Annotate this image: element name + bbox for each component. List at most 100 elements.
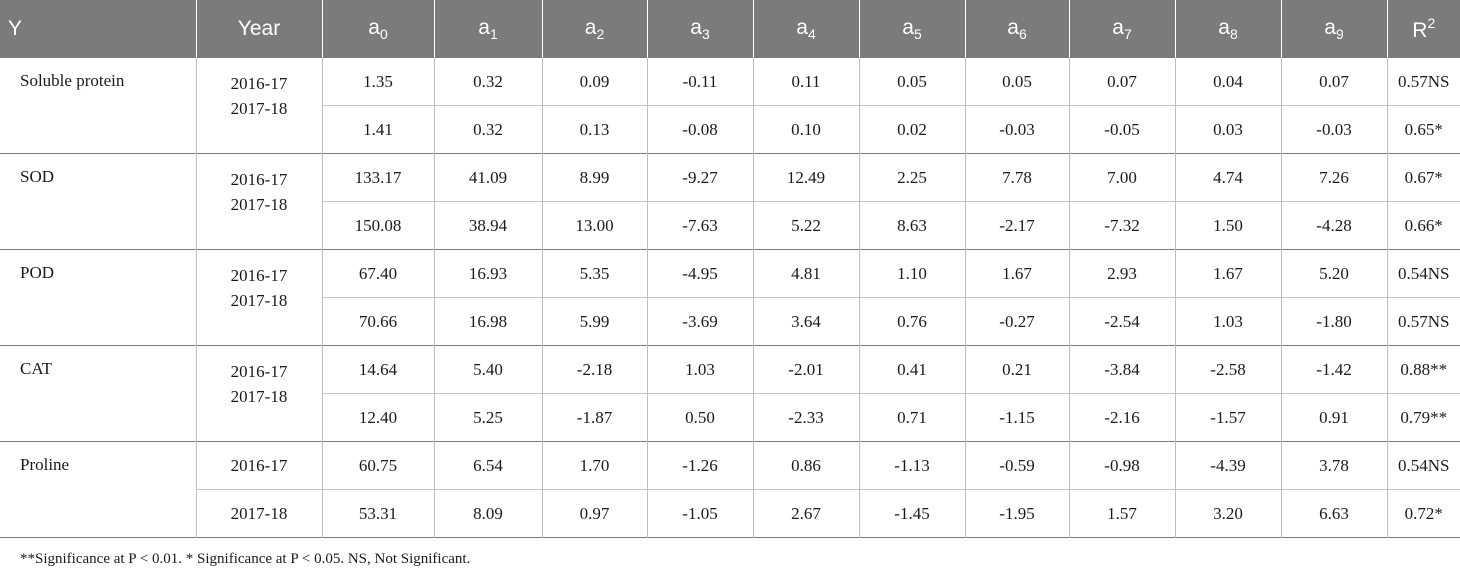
coeff-cell: 60.75	[322, 441, 435, 490]
header-coeff-subscript: 4	[807, 25, 816, 42]
coeff-cell: 2.67	[753, 489, 860, 538]
coeff-cell: -1.57	[1175, 393, 1282, 442]
year-label: 2017-18	[230, 195, 288, 214]
coeff-cell: 8.99	[542, 153, 648, 202]
coeff-cell: 0.04	[1175, 57, 1282, 106]
coeff-cell: 1.10	[859, 249, 966, 298]
year-label: 2017-18	[230, 291, 288, 310]
row-variable-label: POD	[0, 249, 197, 346]
coeff-cell: -2.17	[965, 201, 1070, 250]
coeff-cell: -2.54	[1069, 297, 1176, 346]
coeff-cell: -1.45	[859, 489, 966, 538]
coeff-cell: -1.26	[647, 441, 754, 490]
header-r-base: R	[1412, 18, 1428, 42]
coeff-cell: 67.40	[322, 249, 435, 298]
coeff-cell: 0.91	[1281, 393, 1388, 442]
coeff-cell: -1.42	[1281, 345, 1388, 394]
coeff-cell: 0.41	[859, 345, 966, 394]
year-label: 2016-17	[230, 74, 288, 93]
coeff-cell: 0.21	[965, 345, 1070, 394]
header-coeff-subscript: 0	[379, 25, 388, 42]
coeff-cell: -1.13	[859, 441, 966, 490]
coeff-cell: -0.98	[1069, 441, 1176, 490]
header-coeff-subscript: 5	[913, 25, 922, 42]
header-coeff-a5: a5	[859, 0, 966, 58]
row-variable-label: Proline	[0, 441, 197, 538]
coeff-cell: 12.40	[322, 393, 435, 442]
coeff-cell: 150.08	[322, 201, 435, 250]
coeff-cell: 0.05	[859, 57, 966, 106]
header-coeff-base: a	[1218, 15, 1230, 39]
header-coeff-subscript: 8	[1229, 25, 1238, 42]
header-coeff-a8: a8	[1175, 0, 1282, 58]
header-coeff-base: a	[584, 15, 597, 39]
header-coeff-base: a	[690, 15, 702, 39]
coeff-cell: 6.54	[434, 441, 543, 490]
coeff-cell: 1.67	[1175, 249, 1282, 298]
coeff-cell: 16.93	[434, 249, 543, 298]
coeff-cell: -0.59	[965, 441, 1070, 490]
coeff-cell: 0.13	[542, 105, 648, 154]
table-row: 1.41 0.32 0.13 -0.08 0.10 0.02 -0.03 -0.05 0.03-…	[0, 105, 1460, 154]
year-cell: 2016-17 2017-18	[196, 345, 323, 442]
header-coeff-base: a	[478, 15, 490, 39]
coeff-cell: -1.80	[1281, 297, 1388, 346]
coeff-cell: 53.31	[322, 489, 435, 538]
coeff-cell: -3.84	[1069, 345, 1176, 394]
header-coeff-base: a	[1007, 15, 1019, 39]
header-coeff-base: a	[902, 15, 914, 39]
coeff-cell: 5.40	[434, 345, 543, 394]
coeff-cell: 0.09	[542, 57, 648, 106]
r-squared-cell: 0.79**	[1387, 393, 1460, 442]
coeff-cell: -2.58	[1175, 345, 1282, 394]
year-cell: 2016-17 2017-18	[196, 249, 323, 346]
coeff-cell: -0.03	[1281, 105, 1388, 154]
coeff-cell: -7.32	[1069, 201, 1176, 250]
coeff-cell: 0.10	[753, 105, 860, 154]
coeff-cell: 2.25	[859, 153, 966, 202]
header-coeff-base: a	[1324, 15, 1336, 39]
coeff-cell: 70.66	[322, 297, 435, 346]
coeff-cell: -7.63	[647, 201, 754, 250]
coeff-cell: 6.63	[1281, 489, 1388, 538]
r-squared-cell: 0.88**	[1387, 345, 1460, 394]
coeff-cell: 3.78	[1281, 441, 1388, 490]
coeff-cell: 7.78	[965, 153, 1070, 202]
table-header-row: Y Year a0 a1 a2 a3 a4 a5 a6 a7 a8 a9 R2	[0, 0, 1460, 58]
coeff-cell: 133.17	[322, 153, 435, 202]
header-coeff-subscript: 9	[1335, 25, 1344, 42]
coeff-cell: 3.64	[753, 297, 860, 346]
coeff-cell: 0.07	[1069, 57, 1176, 106]
coeff-cell: -3.69	[647, 297, 754, 346]
r-squared-cell: 0.57NS	[1387, 57, 1460, 106]
coeff-cell: 5.35	[542, 249, 648, 298]
coeff-cell: 7.00	[1069, 153, 1176, 202]
table-footnote: **Significance at P < 0.01. * Significan…	[20, 551, 471, 567]
coeff-cell: 5.25	[434, 393, 543, 442]
header-year: Year	[196, 0, 323, 58]
coeff-cell: 13.00	[542, 201, 648, 250]
coeff-cell: -1.87	[542, 393, 648, 442]
r-squared-cell: 0.66*	[1387, 201, 1460, 250]
coeff-cell: 12.49	[753, 153, 860, 202]
coeff-cell: 0.05	[965, 57, 1070, 106]
coeff-cell: -0.03	[965, 105, 1070, 154]
coeff-cell: 8.09	[434, 489, 543, 538]
coeff-cell: -1.15	[965, 393, 1070, 442]
coeff-cell: -9.27	[647, 153, 754, 202]
coeff-cell: 16.98	[434, 297, 543, 346]
coeff-cell: -0.27	[965, 297, 1070, 346]
header-coeff-base: a	[1112, 15, 1124, 39]
coeff-cell: -4.95	[647, 249, 754, 298]
table-row: POD 2016-17 2017-18 67.40 16.93 5.35 -4.95 4.81…	[0, 249, 1460, 346]
coeff-cell: 0.07	[1281, 57, 1388, 106]
table-body: Soluble protein 2016-17 2017-18 1.35 0.32 0.0…	[0, 57, 1460, 538]
coeff-cell: 4.81	[753, 249, 860, 298]
coeff-cell: 1.57	[1069, 489, 1176, 538]
year-cell: 2016-17 2017-18	[196, 153, 323, 250]
year-cell: 2016-17 2017-18	[196, 57, 323, 154]
row-variable-label: Soluble protein	[0, 57, 197, 154]
header-coeff-a3: a3	[647, 0, 754, 58]
r-squared-cell: 0.67*	[1387, 153, 1460, 202]
coeff-cell: 1.70	[542, 441, 648, 490]
